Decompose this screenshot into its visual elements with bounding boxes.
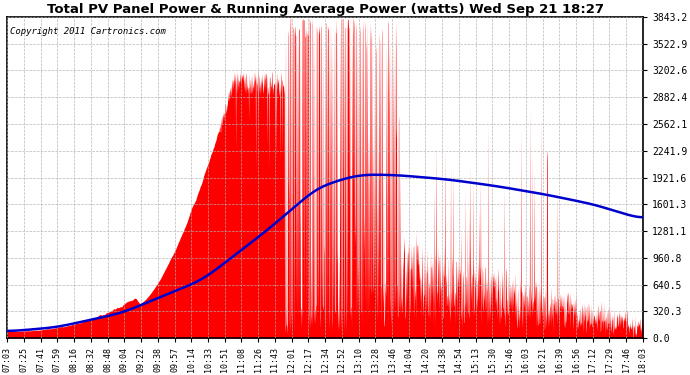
Text: Copyright 2011 Cartronics.com: Copyright 2011 Cartronics.com	[10, 27, 166, 36]
Title: Total PV Panel Power & Running Average Power (watts) Wed Sep 21 18:27: Total PV Panel Power & Running Average P…	[47, 3, 604, 16]
